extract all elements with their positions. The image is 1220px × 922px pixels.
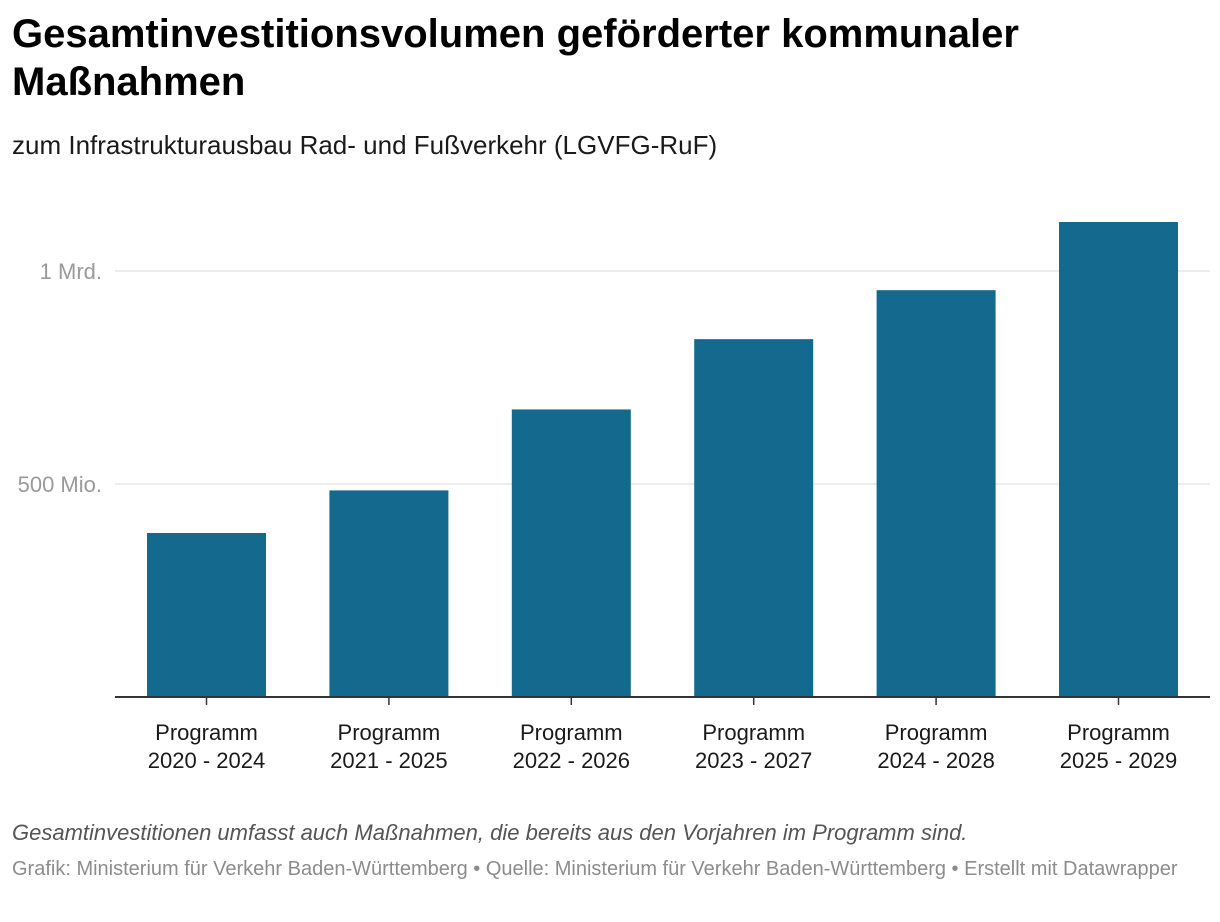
chart-title: Gesamtinvestitionsvolumen geförderter ko…	[12, 12, 1019, 104]
bar	[876, 290, 996, 697]
bar	[694, 339, 814, 697]
gridlines: 500 Mio. 1 Mrd.	[18, 259, 1210, 497]
x-tick-label: Programm	[520, 720, 623, 745]
x-tick-label: Programm	[155, 720, 258, 745]
x-tick-label: 2024 - 2028	[877, 748, 994, 773]
bar	[1059, 222, 1178, 697]
x-tick-label: 2021 - 2025	[330, 748, 447, 773]
x-tick-label: Programm	[702, 720, 805, 745]
bar	[147, 532, 266, 697]
chart-subtitle: zum Infrastrukturausbau Rad- und Fußverk…	[12, 130, 718, 160]
y-tick-label: 500 Mio.	[18, 472, 102, 497]
bar	[329, 490, 449, 697]
category-labels: Programm 2020 - 2024 Programm 2021 - 2025 Pr…	[148, 720, 1177, 773]
x-tick-label: Programm	[1067, 720, 1170, 745]
x-tick-label: Programm	[885, 720, 988, 745]
x-tick-label: Programm	[338, 720, 441, 745]
chart-credits: Grafik: Ministerium für Verkehr Baden-Wü…	[12, 858, 1178, 880]
x-tick-label: 2025 - 2029	[1060, 748, 1177, 773]
bar	[511, 409, 631, 697]
y-tick-label: 1 Mrd.	[40, 259, 102, 284]
x-axis	[115, 696, 1210, 705]
x-tick-label: 2022 - 2026	[513, 748, 630, 773]
x-tick-label: 2020 - 2024	[148, 748, 265, 773]
chart-note: Gesamtinvestitionen umfasst auch Maßnahm…	[12, 820, 968, 845]
x-tick-label: 2023 - 2027	[695, 748, 812, 773]
bars	[147, 222, 1178, 697]
